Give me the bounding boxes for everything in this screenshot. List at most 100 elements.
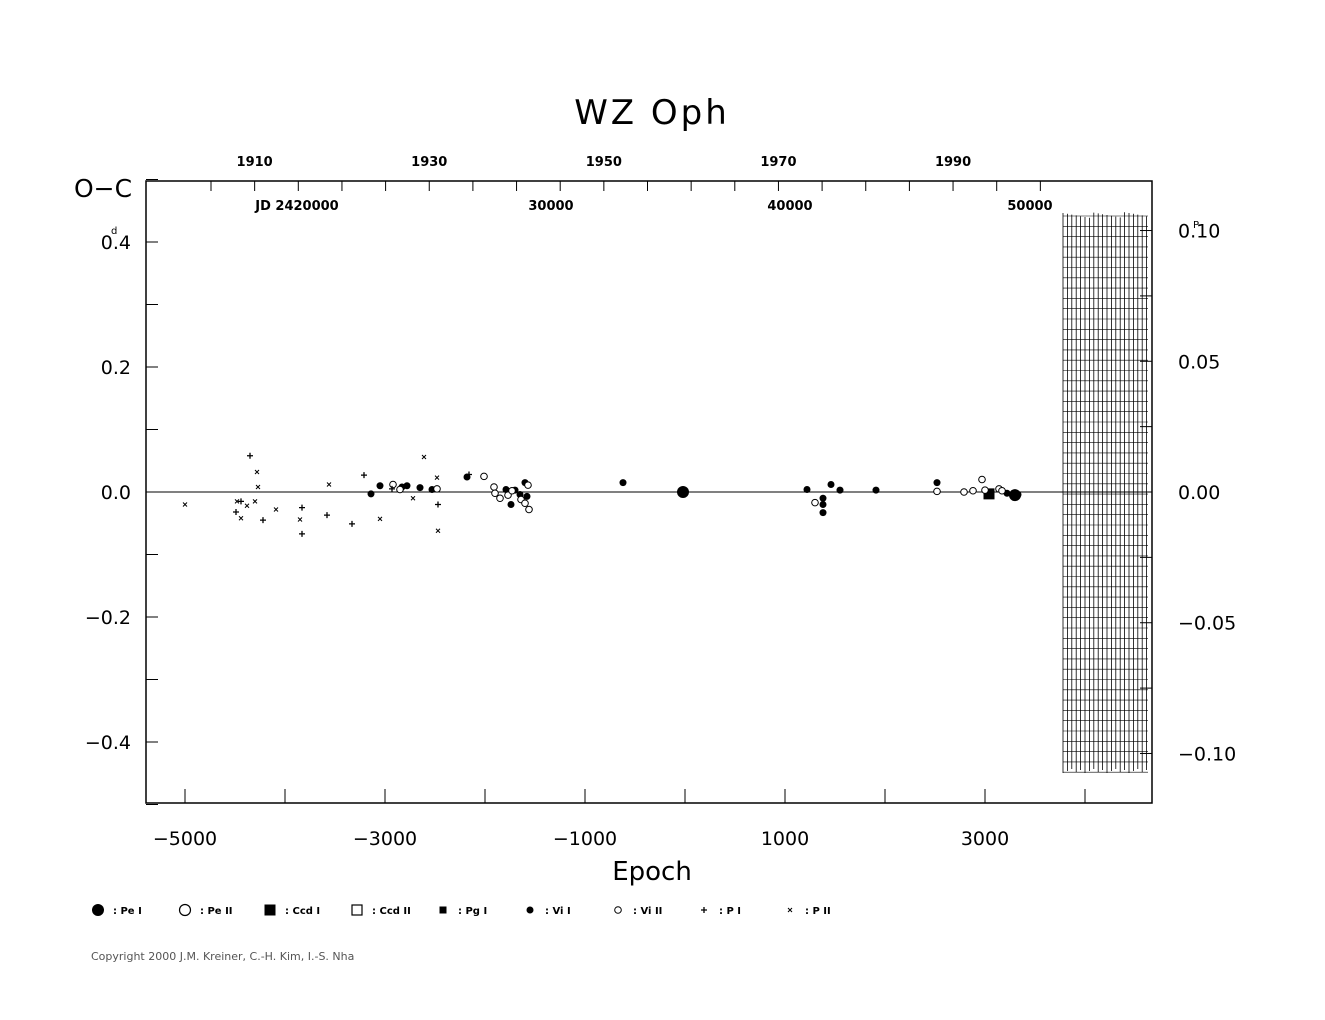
data-point [326,482,332,487]
data-point [508,486,516,495]
data-point [525,505,533,514]
data-point [819,494,827,502]
axis-ticks [146,179,1152,805]
x-tick-label: −1000 [553,828,617,850]
phase-tick-label: 0.00 [1178,482,1220,504]
data-point [819,509,827,517]
jd-label: JD 2420000 [254,199,338,214]
data-points [182,452,1022,537]
data-point [244,503,250,509]
data-point [811,498,819,507]
x-tick-label: 3000 [961,828,1009,850]
legend-label: : Vi I [545,906,571,917]
data-point [361,472,367,479]
data-point [433,485,441,493]
legend-marker [787,907,793,913]
phase-tick-label: 0.10 [1178,221,1220,243]
data-point [819,501,827,508]
y-axis-unit: d [111,226,117,237]
data-point [960,488,968,496]
data-point [238,515,244,521]
data-point [396,485,404,494]
y-tick-label: 0.2 [101,357,131,379]
jd-label: 50000 [1007,199,1052,214]
phase-tick-label: −0.10 [1178,743,1236,765]
data-point [619,479,627,487]
legend-marker [614,906,622,914]
data-point [367,490,375,498]
data-point [803,486,811,493]
data-point [969,486,977,495]
data-point [238,498,244,505]
data-point [324,512,330,519]
data-point [297,517,303,522]
data-point [496,494,504,503]
data-point [435,501,441,508]
copyright-text: Copyright 2000 J.M. Kreiner, C.-H. Kim, … [91,950,354,963]
legend: : Pe I : Pe II : Ccd I : Ccd II : Pg I : Vi I… [92,903,831,917]
data-point [376,482,384,490]
legend-label: : Ccd II [372,906,411,917]
data-point [260,517,266,524]
year-tick-label: 1930 [411,155,447,170]
y-tick-label: 0.0 [101,482,131,504]
data-point [521,499,529,508]
data-point [182,502,188,507]
data-point [827,481,835,488]
data-point [255,484,261,490]
y-tick-label: 0.4 [101,232,131,254]
year-tick-label: 1950 [586,155,622,170]
data-point [933,479,941,487]
legend-marker [92,904,104,916]
data-point [466,471,472,478]
data-point [1014,491,1022,498]
data-point [254,469,260,475]
year-tick-label: 1910 [237,155,273,170]
legend-label: : Pe I [113,906,142,917]
data-point [299,530,305,537]
legend-marker [264,904,276,916]
data-point [389,485,395,492]
hatched-region [1062,212,1148,773]
legend-label: : Pe II [200,906,233,917]
data-point [677,486,689,498]
data-point [435,528,441,534]
tick-labels: −5000 −3000 −1000 1000 3000 0.4 0.2 0.0 −0.2 −0.4… [85,155,1236,850]
year-tick-label: 1990 [935,155,971,170]
data-point [299,504,305,511]
y-tick-label: −0.4 [85,732,131,754]
data-point [389,480,397,489]
phase-tick-label: 0.05 [1178,351,1220,373]
legend-marker [439,906,447,914]
x-tick-label: 1000 [761,828,809,850]
data-point [480,472,488,481]
data-point [403,482,411,490]
data-point [434,475,440,480]
legend-marker [701,907,707,913]
data-point [983,488,995,500]
data-point [252,499,258,504]
phase-tick-label: −0.05 [1178,613,1236,635]
legend-marker [351,904,363,916]
data-point [981,486,989,494]
data-point [233,509,239,515]
data-point [978,475,986,484]
data-point [998,486,1006,495]
legend-label: : P I [719,906,741,917]
y-tick-label: −0.2 [85,607,131,629]
legend-marker [526,906,534,914]
data-point [349,520,355,527]
data-point [247,452,253,459]
chart-title: WZ Oph [574,93,730,133]
legend-marker [178,903,192,917]
y-axis-label: O−C [74,174,132,203]
data-point [872,486,880,494]
data-point [523,492,531,500]
x-tick-label: −5000 [153,828,217,850]
legend-label: : Vi II [633,906,662,917]
legend-label: : Pg I [458,906,487,917]
legend-label: : Ccd I [285,906,320,917]
phase-axis-unit: P [1193,220,1199,231]
data-point [502,486,510,493]
